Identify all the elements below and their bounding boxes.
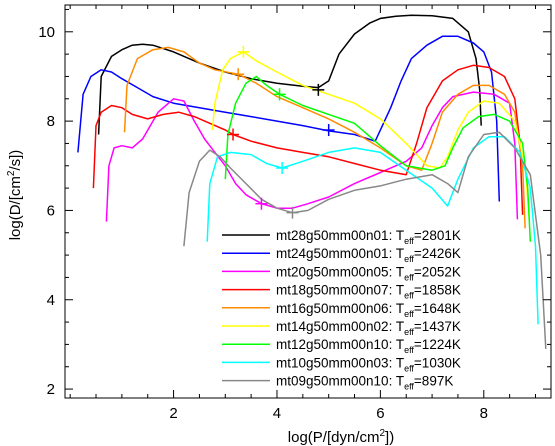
tick-layer: 2 4 6 8 2 4 6 8 10 <box>38 5 551 422</box>
series-line-mt16g50mm00n06 <box>123 46 526 229</box>
series-marker-mt24g50mm00n01 <box>322 124 335 137</box>
x-tick-label: 2 <box>169 405 177 422</box>
legend-entry-mt18g50mm00n07: mt18g50mm00n07: Teff=1858K <box>276 283 461 301</box>
series-line-mt14g50mm00n02 <box>211 51 531 220</box>
legend: mt28g50mm00n01: Teff=2801Kmt24g50mm00n01… <box>222 228 461 392</box>
series-marker-mt09g50mm00n10 <box>286 206 299 219</box>
legend-entry-mt09g50mm00n10: mt09g50mm00n10: Teff=897K <box>276 374 453 392</box>
y-tick-label: 10 <box>38 24 55 41</box>
marker-layer <box>227 45 335 219</box>
legend-entry-mt16g50mm00n06: mt16g50mm00n06: Teff=1648K <box>276 301 461 319</box>
series-marker-mt14g50mm00n02 <box>237 45 250 58</box>
series-line-mt12g50mm00n10 <box>224 75 532 242</box>
legend-entry-mt28g50mm00n01: mt28g50mm00n01: Teff=2801K <box>276 228 461 246</box>
series-line-mt20g50mm00n05 <box>105 91 519 222</box>
legend-entry-mt14g50mm00n02: mt14g50mm00n02: Teff=1437K <box>276 319 461 337</box>
series-line-mt18g50mm00n07 <box>92 64 524 215</box>
y-axis-label-sup: 2 <box>6 170 17 176</box>
y-tick-label: 6 <box>47 202 55 219</box>
x-axis-label-main: log(P/[dyn/cm <box>288 429 380 446</box>
x-tick-label: 4 <box>273 405 281 422</box>
series-marker-mt16g50mm00n06 <box>232 68 245 81</box>
series-marker-mt28g50mm00n01 <box>312 83 325 96</box>
y-tick-label: 4 <box>47 292 55 309</box>
legend-entry-mt12g50mm00n10: mt12g50mm00n10: Teff=1224K <box>276 337 461 355</box>
x-tick-label: 6 <box>376 405 384 422</box>
x-axis-label-end: ]) <box>385 429 394 446</box>
x-axis-label-sup: 2 <box>379 428 385 439</box>
y-axis-label-main: log(D/[cm <box>7 176 24 240</box>
legend-entry-mt24g50mm00n01: mt24g50mm00n01: Teff=2426K <box>276 246 461 264</box>
series-line-mt24g50mm00n01 <box>77 35 501 202</box>
series-line-mt09g50mm00n10 <box>183 131 547 349</box>
x-tick-label: 8 <box>480 405 488 422</box>
series-layer <box>77 14 547 349</box>
legend-entry-mt20g50mm00n05: mt20g50mm00n05: Teff=2052K <box>276 264 461 282</box>
y-tick-label: 2 <box>47 381 55 398</box>
y-axis-label-end: /s]) <box>7 150 24 171</box>
series-marker-mt20g50mm00n05 <box>255 197 268 210</box>
x-axis-label: log(P/[dyn/cm2]) <box>288 428 394 446</box>
series-marker-mt10g50mm00n03 <box>276 162 289 175</box>
series-marker-mt12g50mm00n10 <box>273 88 286 101</box>
legend-entry-mt10g50mm00n03: mt10g50mm00n03: Teff=1030K <box>276 355 461 373</box>
series-marker-mt18g50mm00n07 <box>227 128 240 141</box>
plot-frame <box>64 4 552 399</box>
y-axis-label: log(D/[cm2/s]) <box>6 150 24 241</box>
y-tick-label: 8 <box>47 113 55 130</box>
